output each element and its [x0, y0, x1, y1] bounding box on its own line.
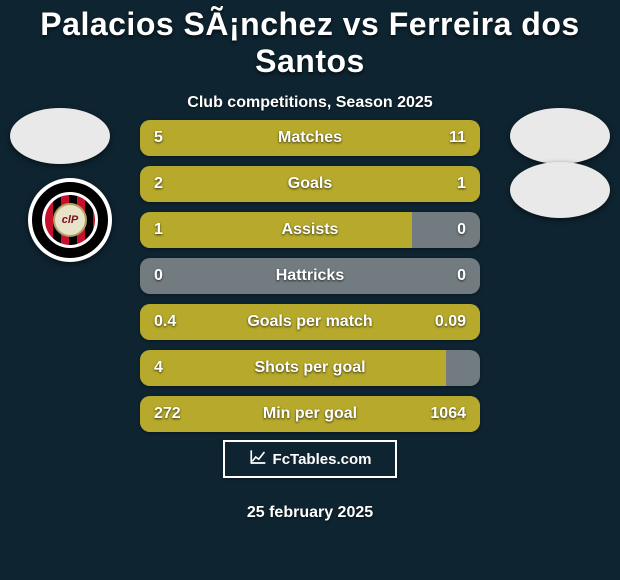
- stat-label: Goals: [140, 166, 480, 202]
- stat-row: 0.40.09Goals per match: [140, 304, 480, 340]
- page-subtitle: Club competitions, Season 2025: [0, 94, 620, 112]
- branding-text: FcTables.com: [273, 451, 372, 468]
- stat-label: Matches: [140, 120, 480, 156]
- branding-badge: FcTables.com: [223, 440, 397, 478]
- stat-label: Shots per goal: [140, 350, 480, 386]
- club-badge-monogram: clP: [53, 203, 87, 237]
- stat-label: Hattricks: [140, 258, 480, 294]
- stat-row: 2721064Min per goal: [140, 396, 480, 432]
- stat-row: 4Shots per goal: [140, 350, 480, 386]
- player-right-avatar-1: [510, 108, 610, 164]
- chart-icon: [249, 448, 267, 470]
- stat-row: 511Matches: [140, 120, 480, 156]
- stat-label: Min per goal: [140, 396, 480, 432]
- club-badge: clP: [28, 178, 112, 262]
- stat-row: 21Goals: [140, 166, 480, 202]
- player-right-avatar-2: [510, 162, 610, 218]
- player-left-avatar: [10, 108, 110, 164]
- stat-row: 00Hattricks: [140, 258, 480, 294]
- stat-label: Goals per match: [140, 304, 480, 340]
- stats-panel: 511Matches 21Goals 10Assists 00Hattricks 0.4…: [140, 120, 480, 442]
- date-text: 25 february 2025: [0, 504, 620, 522]
- stat-label: Assists: [140, 212, 480, 248]
- content-root: Palacios SÃ¡nchez vs Ferreira dos Santos…: [0, 0, 620, 580]
- stat-row: 10Assists: [140, 212, 480, 248]
- page-title: Palacios SÃ¡nchez vs Ferreira dos Santos: [0, 0, 620, 80]
